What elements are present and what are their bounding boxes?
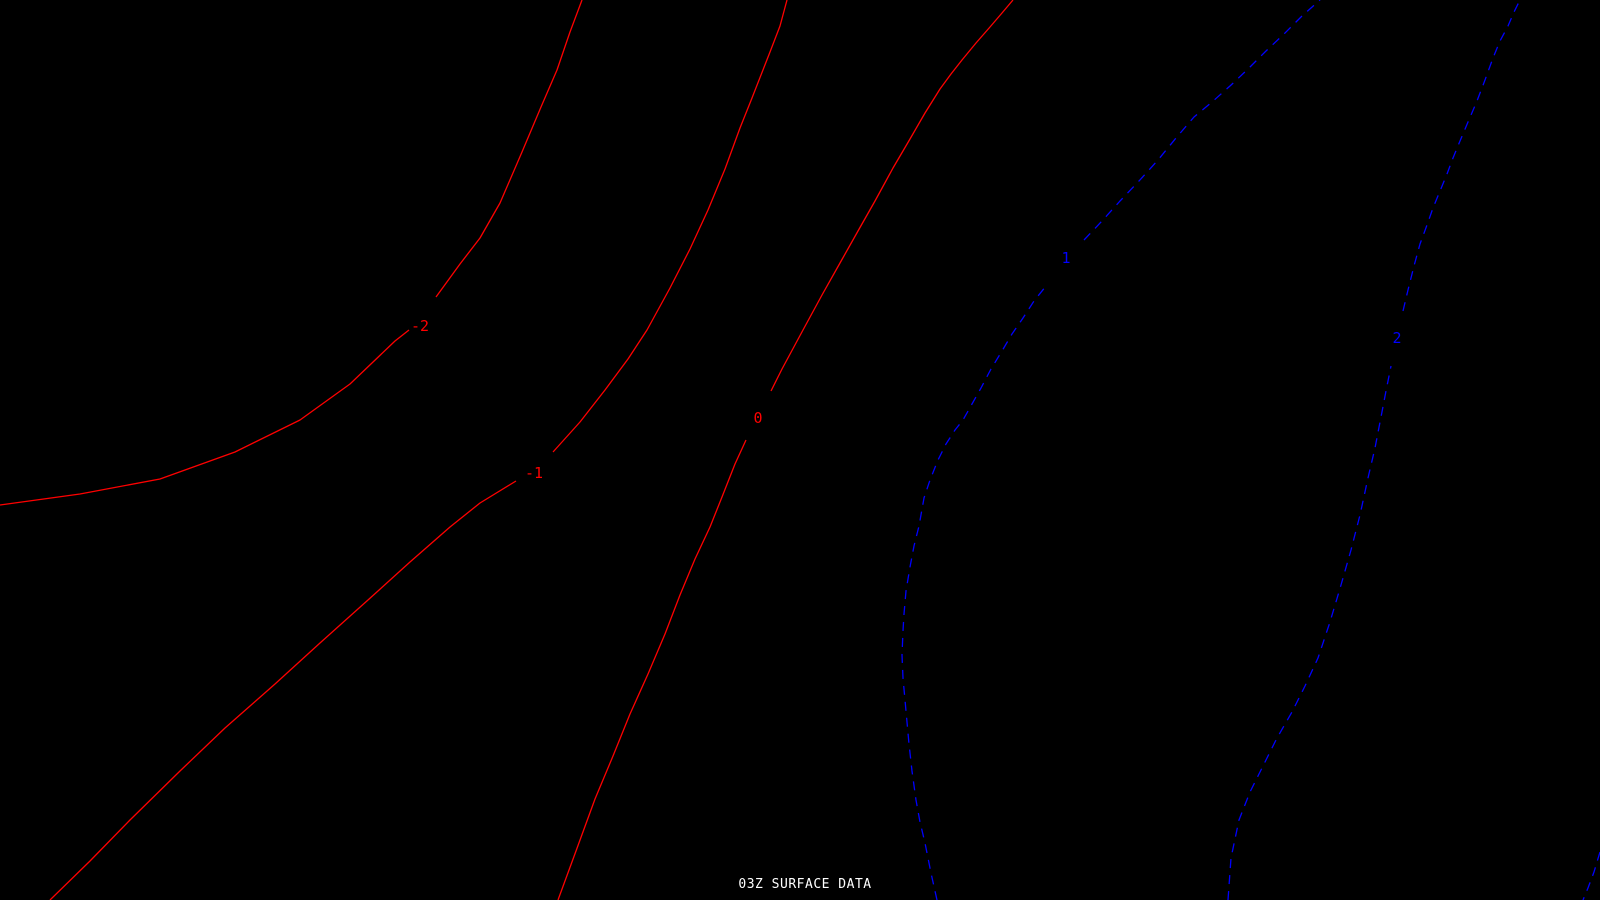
contour-line-pos1-seg1 — [901, 285, 1047, 900]
contour-label-zero: 0 — [753, 409, 762, 427]
contour-line-pos3-corner-fragment-seg1 — [1582, 851, 1600, 900]
contour-label-pos1: 1 — [1061, 249, 1070, 267]
contour-label-pos2: 2 — [1392, 329, 1401, 347]
plot-title: 03Z SURFACE DATA — [738, 877, 871, 892]
contour-label-neg1: -1 — [525, 464, 543, 482]
contour-line-zero-seg1 — [557, 439, 747, 900]
contour-line-neg1-seg2 — [552, 0, 788, 453]
contour-line-pos2-seg2 — [1402, 0, 1521, 312]
contour-line-neg2-seg2 — [435, 0, 583, 298]
contour-labels-layer: -2 -1 0 1 2 — [409, 248, 1403, 484]
contour-line-neg2-seg1 — [0, 329, 410, 506]
contour-line-pos1-seg2 — [1083, 0, 1321, 241]
contour-line-pos2-seg1 — [1227, 365, 1392, 900]
contour-line-neg1-seg1 — [49, 480, 517, 900]
contour-label-neg2: -2 — [411, 317, 429, 335]
contour-line-zero-seg2 — [770, 0, 1014, 392]
